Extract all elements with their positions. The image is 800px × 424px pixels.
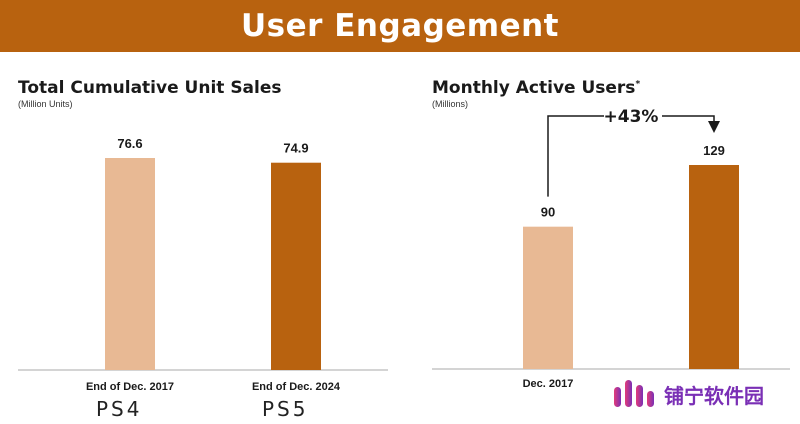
category-label: Dec. 2017 [523, 378, 574, 390]
footnote-marker: * [635, 79, 641, 90]
bar-value-label: 76.6 [117, 136, 142, 151]
watermark-logo-icon [614, 380, 654, 407]
chart-subtitle-unit-sales: (Million Units) [18, 99, 73, 109]
bar-value-label: 74.9 [283, 141, 308, 156]
chart-title-mau: Monthly Active Users* [432, 78, 640, 98]
ps4-logo: PS4 [96, 397, 143, 421]
banner-title: User Engagement [0, 0, 800, 52]
bar-ps4 [105, 158, 155, 370]
chart-subtitle-mau: (Millions) [432, 99, 468, 109]
growth-bracket-left [547, 115, 604, 197]
bar-mau-1 [689, 165, 739, 369]
bar-value-label: 129 [703, 143, 725, 158]
growth-arrow-head [708, 121, 720, 133]
chart-title-unit-sales: Total Cumulative Unit Sales [18, 78, 282, 98]
watermark: 铺宁软件园 [612, 377, 764, 411]
category-label: End of Dec. 2017 [86, 381, 174, 393]
watermark-text: 铺宁软件园 [664, 383, 764, 408]
ps5-logo: PS5 [262, 397, 309, 421]
growth-bracket-right [662, 115, 715, 125]
chart-title-mau-text: Monthly Active Users [432, 78, 636, 98]
bar-value-label: 90 [541, 205, 555, 220]
growth-annotation: +43% [604, 107, 659, 127]
bar-ps5 [271, 162, 321, 370]
category-label: End of Dec. 2024 [252, 381, 341, 393]
bar-mau-0 [523, 226, 573, 369]
